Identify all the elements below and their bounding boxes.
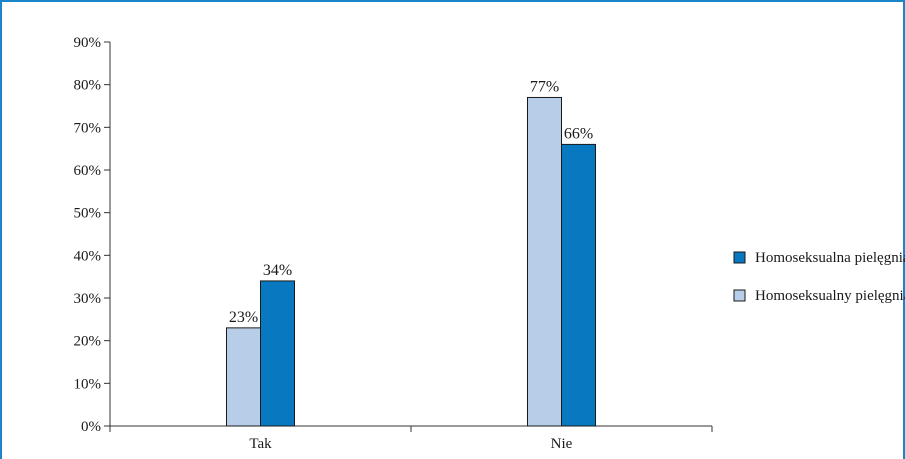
bar	[527, 96, 562, 427]
y-tick-label: 70%	[74, 120, 102, 136]
y-tick-label: 60%	[74, 163, 102, 179]
legend-swatch	[733, 289, 746, 302]
data-label: 23%	[229, 309, 258, 326]
data-label: 77%	[530, 78, 559, 95]
y-tick-label: 20%	[74, 334, 102, 350]
x-category-label: Nie	[551, 436, 573, 452]
y-tick-label: 40%	[74, 248, 102, 264]
bar	[561, 143, 596, 427]
data-label: 66%	[564, 125, 593, 142]
y-tick-label: 10%	[74, 376, 102, 392]
y-tick-label: 90%	[74, 35, 102, 51]
y-tick-label: 50%	[74, 206, 102, 222]
y-tick-label: 30%	[74, 291, 102, 307]
y-tick-label: 80%	[74, 78, 102, 94]
legend-label: Homoseksualny pielęgniarz	[755, 288, 905, 304]
y-tick-label: 0%	[81, 419, 101, 435]
bar	[260, 280, 295, 427]
data-label: 34%	[263, 262, 292, 279]
x-category-label: Tak	[249, 436, 272, 452]
legend-label: Homoseksualna pielęgniarka	[755, 250, 905, 266]
bar	[226, 327, 261, 427]
legend-swatch	[733, 251, 746, 264]
